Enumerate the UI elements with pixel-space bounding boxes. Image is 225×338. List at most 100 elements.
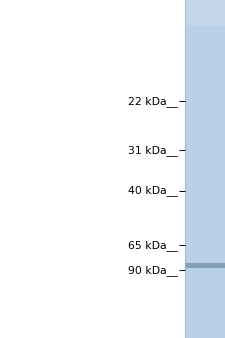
Bar xyxy=(184,41,225,43)
Bar xyxy=(184,178,225,180)
Bar xyxy=(184,246,225,248)
Bar xyxy=(184,270,225,273)
Bar xyxy=(184,27,225,29)
Bar xyxy=(184,47,225,50)
Bar xyxy=(184,232,225,234)
Bar xyxy=(184,124,225,126)
Bar xyxy=(184,88,225,90)
Bar xyxy=(184,187,225,189)
Bar xyxy=(184,255,225,257)
Bar xyxy=(184,185,225,187)
Bar xyxy=(184,122,225,124)
Bar xyxy=(184,176,225,178)
Bar xyxy=(184,38,225,41)
Bar xyxy=(184,142,225,144)
Text: 40 kDa__: 40 kDa__ xyxy=(128,186,178,196)
Bar xyxy=(184,128,225,131)
Bar xyxy=(184,212,225,214)
Bar xyxy=(184,16,225,18)
Bar xyxy=(184,313,225,315)
Bar xyxy=(184,95,225,97)
Bar xyxy=(184,225,225,227)
Bar xyxy=(184,268,225,270)
Bar xyxy=(184,284,225,286)
Bar xyxy=(184,309,225,311)
Bar xyxy=(184,111,225,113)
Bar xyxy=(184,189,225,192)
Bar xyxy=(184,173,225,176)
Bar xyxy=(184,115,225,117)
Bar xyxy=(184,315,225,318)
Bar xyxy=(184,192,225,194)
Bar xyxy=(184,0,225,2)
Bar xyxy=(184,295,225,297)
Bar xyxy=(184,153,225,155)
Bar xyxy=(184,34,225,36)
Bar xyxy=(184,196,225,198)
Bar xyxy=(184,81,225,83)
Bar xyxy=(184,167,225,169)
Bar xyxy=(184,83,225,86)
Text: 31 kDa__: 31 kDa__ xyxy=(128,145,178,156)
Bar xyxy=(184,56,225,58)
Bar xyxy=(184,14,225,16)
Bar xyxy=(184,302,225,304)
Bar xyxy=(184,7,225,9)
Bar xyxy=(184,214,225,216)
Bar xyxy=(184,324,225,327)
Bar xyxy=(184,307,225,309)
Bar xyxy=(184,36,225,38)
Bar xyxy=(184,259,225,261)
Bar xyxy=(184,280,225,282)
Bar xyxy=(184,119,225,122)
Bar xyxy=(184,171,225,173)
Bar xyxy=(184,126,225,128)
Bar xyxy=(184,90,225,92)
Bar xyxy=(184,61,225,63)
Bar xyxy=(184,2,225,4)
Bar xyxy=(184,54,225,56)
Bar xyxy=(184,31,225,34)
Bar xyxy=(184,92,225,95)
Bar xyxy=(184,300,225,302)
Bar xyxy=(184,331,225,334)
Bar xyxy=(184,138,225,140)
Bar xyxy=(184,293,225,295)
Bar xyxy=(184,149,225,151)
Bar xyxy=(184,155,225,158)
Bar xyxy=(184,311,225,313)
Bar xyxy=(184,241,225,243)
Bar xyxy=(184,135,225,138)
Bar xyxy=(184,25,225,27)
Bar xyxy=(184,257,225,259)
Bar xyxy=(184,106,225,108)
Bar xyxy=(184,97,225,99)
Bar xyxy=(184,266,225,268)
Bar xyxy=(184,203,225,205)
Bar xyxy=(184,336,225,338)
Bar xyxy=(184,243,225,246)
Bar xyxy=(184,210,225,212)
Bar xyxy=(184,52,225,54)
Bar xyxy=(184,291,225,293)
Bar xyxy=(184,140,225,142)
Bar xyxy=(184,200,225,203)
Bar xyxy=(184,11,225,14)
Bar xyxy=(184,86,225,88)
Bar xyxy=(184,9,225,11)
Bar xyxy=(184,117,225,119)
Bar xyxy=(184,252,225,255)
Bar xyxy=(184,237,225,239)
Bar xyxy=(184,4,225,7)
Bar xyxy=(184,23,225,25)
Bar xyxy=(184,68,225,70)
Bar xyxy=(184,0,225,338)
Bar xyxy=(184,70,225,72)
Bar xyxy=(184,165,225,167)
Bar xyxy=(184,261,225,264)
Bar xyxy=(184,327,225,329)
Bar xyxy=(184,77,225,79)
Bar xyxy=(184,329,225,331)
Bar xyxy=(184,50,225,52)
Bar xyxy=(184,108,225,111)
